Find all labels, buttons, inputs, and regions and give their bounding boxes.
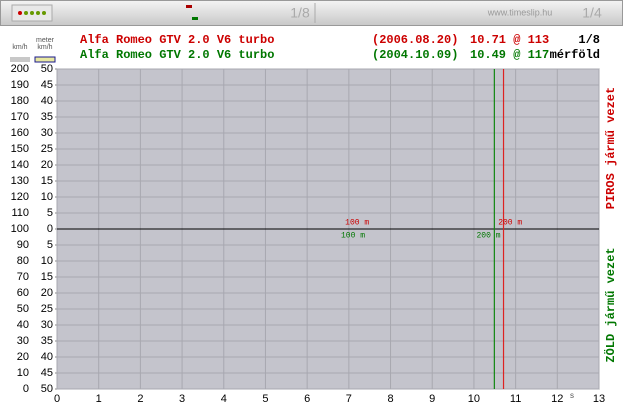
side-label: PIROS jármű vezet (604, 87, 618, 209)
y2-tick-label: 20 (41, 159, 53, 171)
x-tick-label: 10 (468, 393, 480, 405)
side-label: ZÖLD jármű vezet (602, 247, 618, 362)
y-tick-label: 30 (17, 335, 29, 347)
car-name: Alfa Romeo GTV 2.0 V6 turbo (80, 33, 274, 47)
red-position (186, 5, 192, 8)
x-axis-label: s (570, 391, 574, 400)
y2-axis-label: km/h (37, 44, 52, 51)
y2-tick-label: 15 (41, 175, 53, 187)
run-date: (2004.10.09) (372, 48, 458, 62)
x-tick-label: 4 (221, 393, 227, 405)
y-axis-label: km/h (12, 44, 27, 51)
x-tick-label: 1 (96, 393, 102, 405)
y-tick-label: 20 (17, 351, 29, 363)
legend-swatch (10, 57, 30, 62)
y-tick-label: 0 (23, 383, 29, 395)
y2-tick-label: 40 (41, 351, 53, 363)
y2-tick-label: 40 (41, 95, 53, 107)
y2-tick-label: 0 (47, 223, 53, 235)
icon-dot (24, 11, 28, 15)
y-tick-label: 80 (17, 255, 29, 267)
distance-unit: 1/8 (578, 33, 600, 47)
y2-tick-label: 50 (41, 63, 53, 75)
y2-tick-label: 5 (47, 207, 53, 219)
distance-unit: mérföld (550, 48, 600, 62)
y-tick-label: 150 (11, 143, 29, 155)
top-bar (0, 0, 623, 26)
y-tick-label: 40 (17, 319, 29, 331)
y-tick-label: 130 (11, 175, 29, 187)
y-tick-label: 60 (17, 287, 29, 299)
x-tick-label: 13 (593, 393, 605, 405)
y-tick-label: 160 (11, 127, 29, 139)
x-tick-label: 2 (137, 393, 143, 405)
y-tick-label: 120 (11, 191, 29, 203)
distance-marker: 200 m (498, 219, 522, 228)
icon-dot (18, 11, 22, 15)
y-tick-label: 90 (17, 239, 29, 251)
x-tick-label: 9 (429, 393, 435, 405)
site: www.timeslip.hu (487, 7, 553, 17)
x-tick-label: 3 (179, 393, 185, 405)
x-tick-label: 12 (551, 393, 563, 405)
y2-tick-label: 35 (41, 335, 53, 347)
y2-tick-label: 20 (41, 287, 53, 299)
y-tick-label: 70 (17, 271, 29, 283)
y-tick-label: 100 (11, 223, 29, 235)
y-tick-label: 110 (11, 207, 29, 219)
y2-tick-label: 25 (41, 143, 53, 155)
y-tick-label: 180 (11, 95, 29, 107)
x-tick-label: 7 (346, 393, 352, 405)
y2-tick-label: 5 (47, 239, 53, 251)
y2-tick-label: 30 (41, 127, 53, 139)
y-tick-label: 50 (17, 303, 29, 315)
eighth-mark: 1/8 (290, 5, 310, 21)
x-tick-label: 11 (510, 393, 521, 405)
y2-tick-label: 50 (41, 383, 53, 395)
x-tick-label: 0 (54, 393, 60, 405)
y-tick-label: 190 (11, 79, 29, 91)
y2-tick-label: 25 (41, 303, 53, 315)
x-tick-label: 5 (262, 393, 268, 405)
y2-tick-label: 30 (41, 319, 53, 331)
run-result: 10.71 @ 113 (470, 33, 549, 47)
quarter-mark: 1/4 (582, 5, 602, 21)
distance-marker: 100 m (345, 219, 369, 228)
y-tick-label: 10 (17, 367, 29, 379)
icon-dot (30, 11, 34, 15)
icon-dot (36, 11, 40, 15)
green-position (192, 17, 198, 20)
y2-tick-label: 45 (41, 367, 53, 379)
x-tick-label: 6 (304, 393, 310, 405)
distance-marker: 100 m (341, 232, 365, 241)
y2-tick-label: 15 (41, 271, 53, 283)
y-tick-label: 200 (11, 63, 29, 75)
y2-tick-label: 10 (41, 255, 53, 267)
y2-tick-label: 10 (41, 191, 53, 203)
y-tick-label: 140 (11, 159, 29, 171)
run-result: 10.49 @ 117 (470, 48, 549, 62)
y2-axis-label: meter (36, 37, 55, 44)
y2-tick-label: 35 (41, 111, 53, 123)
car-name: Alfa Romeo GTV 2.0 V6 turbo (80, 48, 274, 62)
legend-swatch (34, 56, 56, 63)
icon-dot (42, 11, 46, 15)
y-tick-label: 170 (11, 111, 29, 123)
distance-marker: 200 m (477, 232, 501, 241)
y2-tick-label: 45 (41, 79, 53, 91)
x-tick-label: 8 (387, 393, 393, 405)
run-date: (2006.08.20) (372, 33, 458, 47)
